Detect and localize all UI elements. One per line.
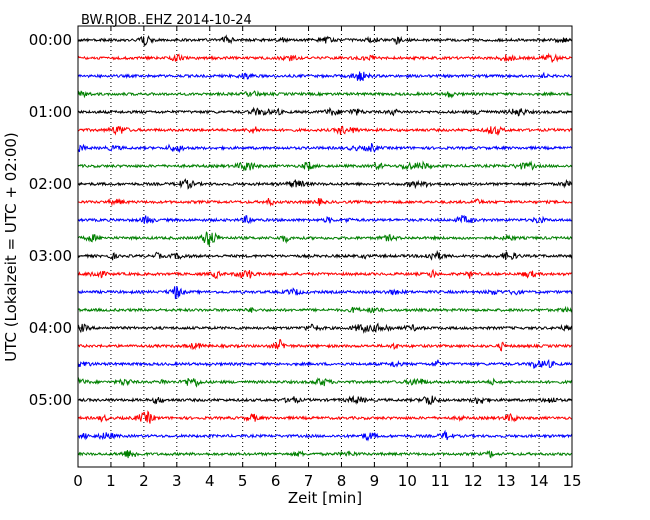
seismic-trace [77, 231, 573, 247]
seismic-trace [77, 359, 573, 369]
seismic-trace [77, 268, 573, 280]
seismic-trace [77, 395, 573, 406]
x-gridlines [110, 26, 540, 467]
y-tick-label: 05:00 [29, 391, 72, 409]
seismic-trace [77, 52, 573, 63]
x-tick-label: 6 [271, 472, 281, 490]
seismic-trace [77, 339, 573, 352]
seismic-trace [77, 377, 573, 388]
y-tick-label: 02:00 [29, 175, 72, 193]
seismic-trace [77, 197, 573, 207]
x-tick-label: 12 [464, 472, 483, 490]
seismic-trace [77, 286, 573, 300]
seismic-trace [77, 125, 573, 136]
x-tick-label: 10 [398, 472, 417, 490]
x-axis-label: Zeit [min] [288, 489, 362, 507]
seismic-trace [77, 322, 573, 334]
seismic-trace [77, 214, 573, 225]
x-tick-label: 2 [139, 472, 149, 490]
x-tick-label: 7 [304, 472, 314, 490]
x-tick-label: 0 [73, 472, 83, 490]
seismic-trace [77, 106, 573, 117]
x-tick-label: 14 [530, 472, 549, 490]
x-tick-label: 9 [370, 472, 380, 490]
seismic-traces [77, 34, 573, 459]
y-tick-label: 01:00 [29, 103, 72, 121]
x-tick-label: 1 [106, 472, 116, 490]
seismic-trace [77, 71, 573, 82]
seismic-trace [77, 142, 573, 154]
y-tick-label: 03:00 [29, 247, 72, 265]
seismic-trace [77, 410, 573, 424]
seismic-trace [77, 249, 573, 261]
seismic-trace [77, 305, 573, 314]
seismic-trace [77, 429, 573, 442]
seismic-trace [77, 450, 573, 459]
x-tick-label: 4 [205, 472, 215, 490]
seismic-trace [77, 90, 573, 99]
y-axis-label: UTC (Lokalzeit = UTC + 02:00) [2, 132, 20, 362]
x-axis-ticks: 0 1 2 3 4 5 6 7 8 9 10 11 12 13 14 15 [73, 26, 582, 490]
y-tick-label: 04:00 [29, 319, 72, 337]
x-tick-label: 13 [497, 472, 516, 490]
y-axis-ticks: 00:00 01:00 02:00 03:00 04:00 05:00 [29, 31, 572, 409]
x-tick-label: 8 [337, 472, 347, 490]
x-tick-label: 11 [431, 472, 450, 490]
x-tick-label: 3 [172, 472, 182, 490]
x-tick-label: 5 [238, 472, 248, 490]
seismic-trace [77, 160, 573, 172]
seismic-trace [77, 178, 573, 190]
seismic-trace [77, 34, 573, 48]
y-tick-label: 00:00 [29, 31, 72, 49]
plot-frame [77, 25, 573, 468]
chart-title: BW.RJOB..EHZ 2014-10-24 [81, 13, 252, 28]
x-tick-label: 15 [562, 472, 581, 490]
